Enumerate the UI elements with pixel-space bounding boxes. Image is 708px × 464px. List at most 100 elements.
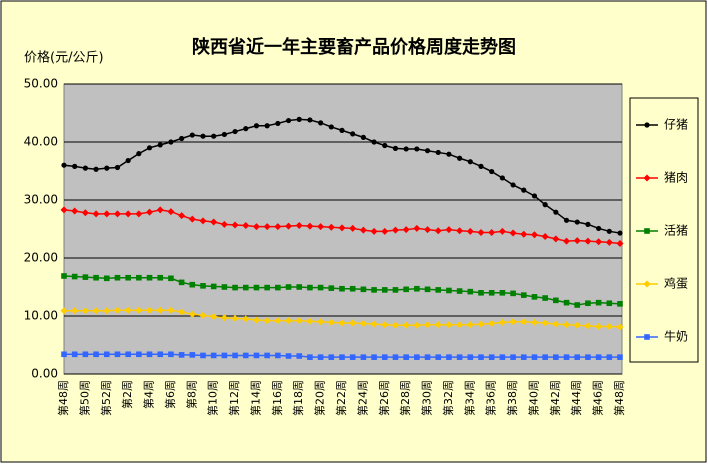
x-tick-label: 第22周 — [334, 380, 348, 416]
data-point — [285, 222, 293, 230]
data-point — [605, 238, 613, 246]
data-point — [242, 315, 250, 323]
data-point — [456, 227, 464, 235]
data-point — [81, 209, 89, 217]
data-point — [338, 224, 346, 232]
data-point — [553, 297, 559, 304]
x-tick-label: 第34周 — [462, 380, 476, 416]
data-point — [60, 206, 68, 214]
data-point — [552, 320, 560, 328]
data-point — [520, 230, 528, 238]
data-point — [317, 284, 324, 291]
data-point — [328, 285, 335, 291]
data-point — [199, 217, 207, 225]
data-point — [82, 351, 89, 358]
data-point — [231, 314, 239, 322]
data-point — [232, 284, 238, 291]
data-point — [136, 351, 142, 358]
data-point — [328, 354, 335, 360]
data-point — [434, 321, 442, 329]
data-point — [531, 294, 538, 300]
data-point — [553, 354, 559, 360]
data-point — [61, 273, 67, 279]
data-point — [617, 301, 623, 307]
x-tick-label: 第24周 — [355, 380, 369, 416]
data-point — [157, 274, 164, 281]
data-point — [382, 142, 388, 149]
data-point — [252, 316, 260, 324]
data-point — [221, 352, 228, 359]
data-point — [285, 284, 292, 290]
data-point — [188, 215, 196, 223]
data-point — [510, 354, 516, 360]
data-point — [220, 314, 228, 322]
data-point — [617, 230, 623, 236]
data-point — [542, 354, 548, 360]
data-point — [167, 306, 175, 314]
data-point — [242, 352, 249, 359]
data-point — [349, 285, 356, 292]
data-point — [381, 287, 388, 293]
data-point — [72, 163, 78, 169]
data-point — [264, 352, 270, 359]
data-point — [125, 351, 131, 358]
data-point — [178, 352, 185, 358]
data-point — [424, 286, 431, 293]
data-point — [71, 207, 79, 215]
data-point — [188, 310, 196, 318]
data-point — [392, 287, 399, 293]
data-point — [434, 227, 442, 235]
data-point — [242, 222, 250, 230]
data-point — [125, 274, 131, 281]
data-point — [307, 354, 313, 360]
data-point — [92, 307, 100, 315]
data-point — [488, 290, 495, 296]
data-point — [135, 210, 143, 218]
x-tick-label: 第38周 — [505, 380, 519, 416]
data-point — [232, 128, 238, 135]
data-point — [200, 283, 206, 289]
data-point — [328, 124, 334, 130]
data-point — [563, 354, 570, 360]
data-point — [414, 354, 420, 360]
data-point — [478, 163, 484, 169]
data-point — [211, 133, 217, 139]
data-point — [467, 354, 474, 360]
data-point — [446, 354, 452, 360]
data-point — [114, 274, 121, 281]
data-point — [339, 127, 345, 133]
data-point — [71, 351, 78, 358]
data-point — [103, 210, 111, 218]
data-point — [498, 227, 506, 235]
data-point — [499, 354, 506, 360]
data-point — [157, 142, 163, 148]
data-point — [296, 284, 303, 290]
data-point — [232, 352, 238, 359]
data-point — [498, 318, 506, 326]
data-point — [596, 225, 602, 232]
y-tick-label: 50.00 — [24, 77, 58, 91]
data-point — [456, 321, 464, 329]
data-point — [157, 351, 164, 358]
data-point — [179, 135, 185, 142]
data-point — [61, 351, 67, 358]
data-point — [178, 279, 185, 286]
data-point — [585, 300, 591, 307]
data-point — [253, 123, 260, 129]
legend-label: 仔猪 — [664, 118, 688, 132]
data-point — [252, 223, 260, 231]
data-point — [264, 284, 270, 291]
data-point — [338, 319, 346, 327]
data-point — [136, 274, 142, 281]
data-point — [349, 224, 357, 232]
data-point — [499, 290, 506, 296]
legend-marker — [643, 174, 651, 182]
data-point — [178, 308, 186, 316]
data-point — [146, 145, 153, 151]
data-point — [296, 353, 303, 359]
data-point — [189, 352, 196, 358]
data-point — [168, 351, 174, 358]
data-point — [573, 321, 581, 329]
data-point — [530, 231, 538, 239]
